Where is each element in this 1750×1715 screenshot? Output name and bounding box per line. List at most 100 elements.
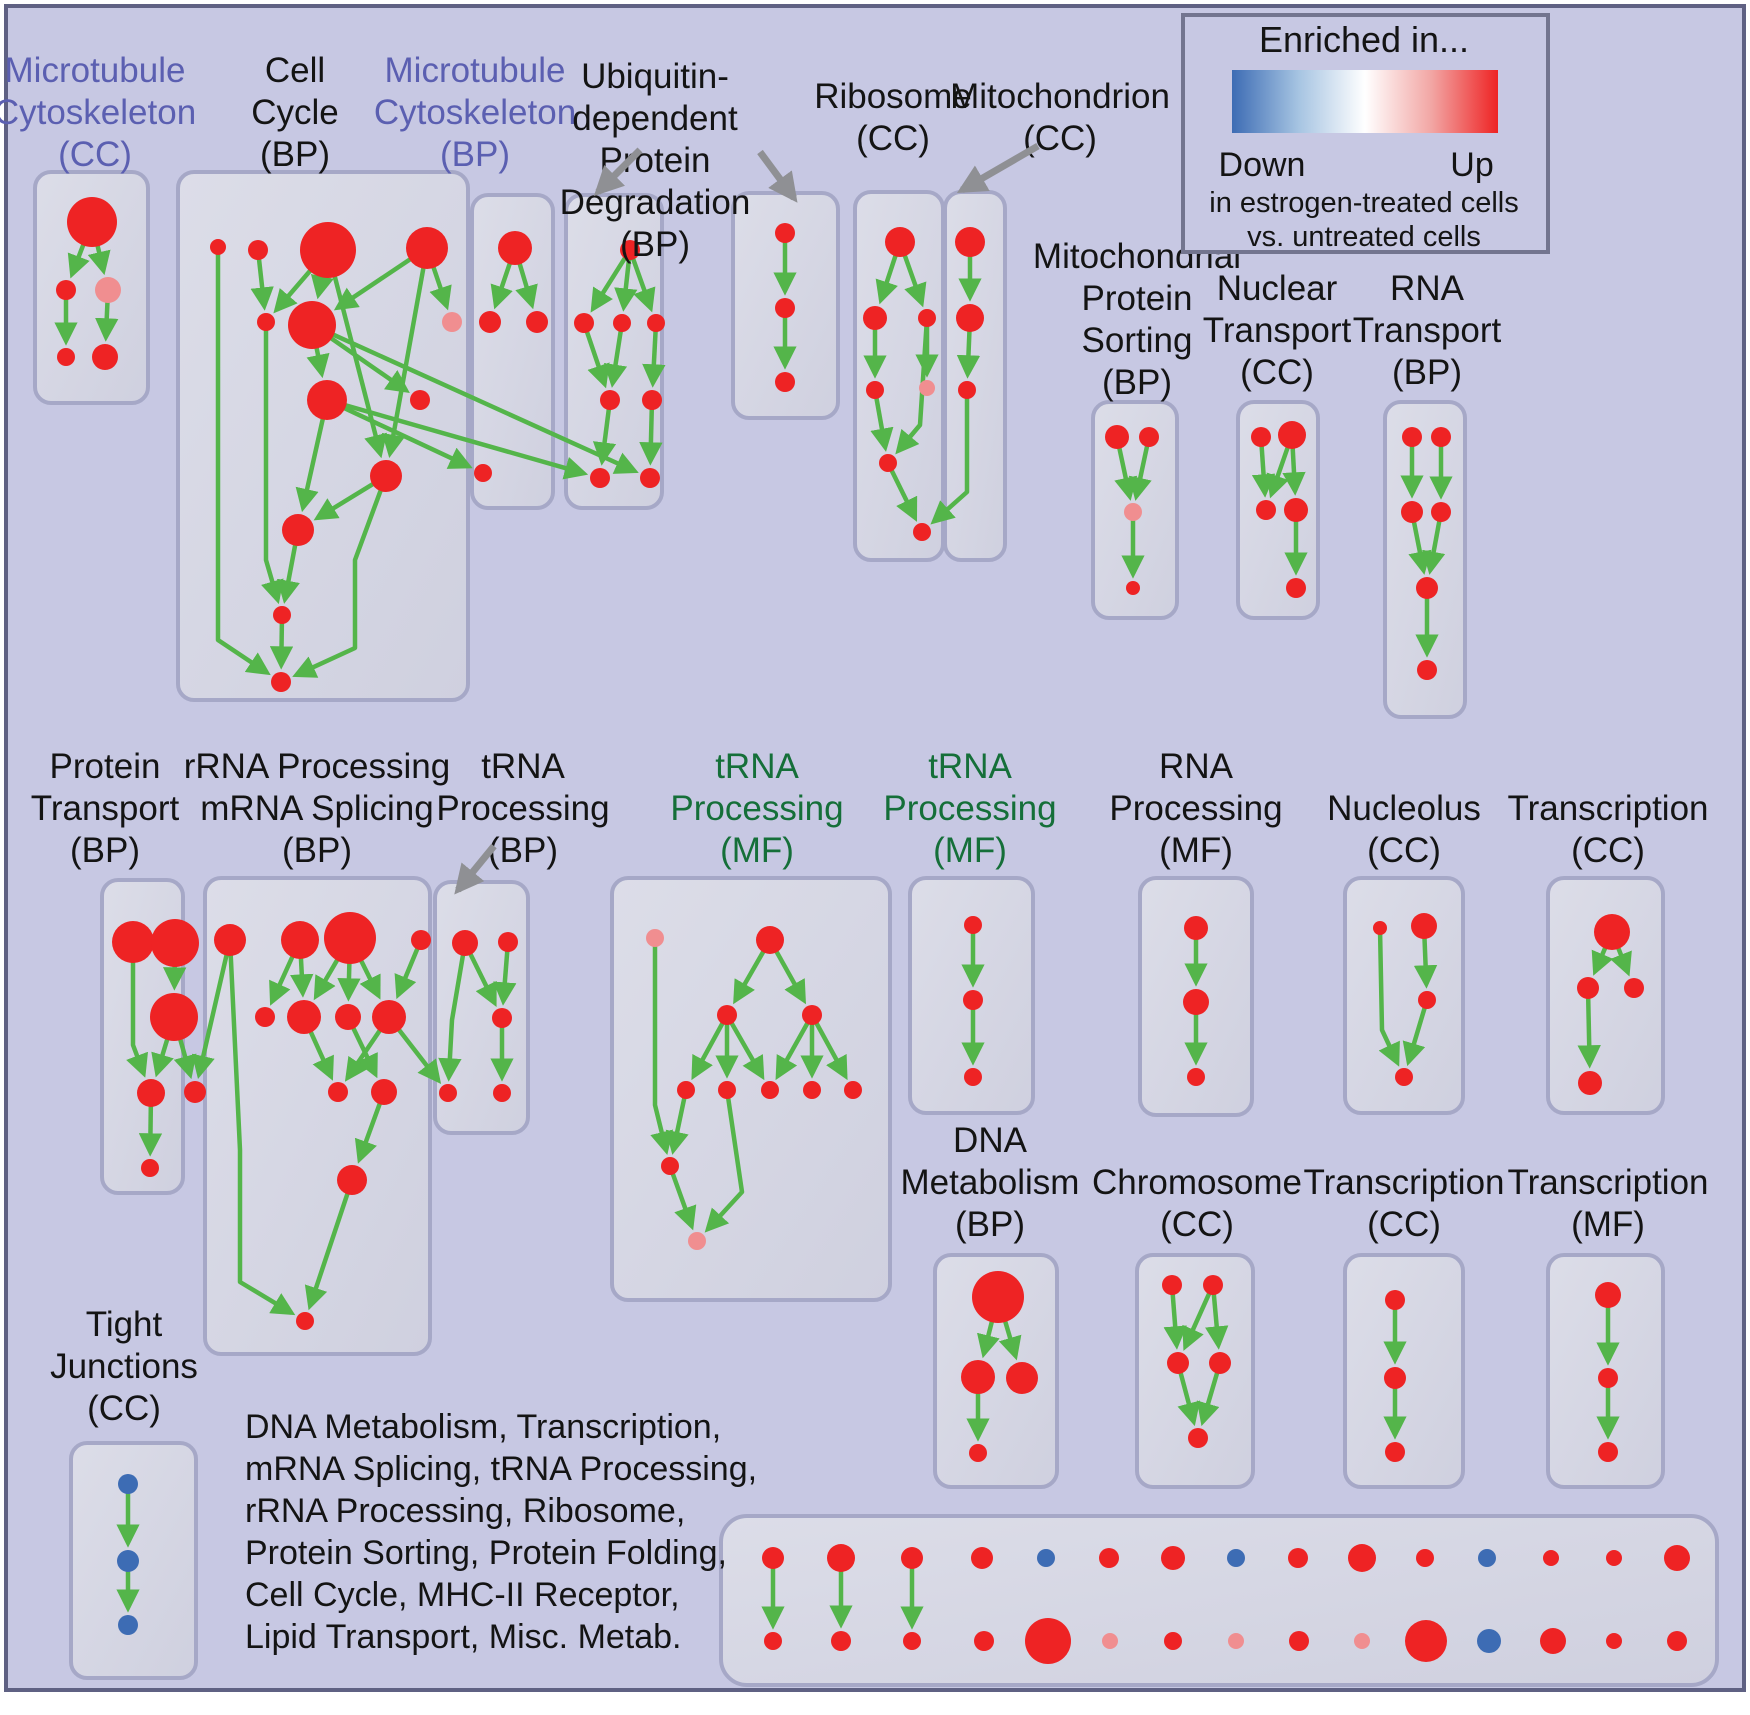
node-chr-0-red [1162, 1275, 1182, 1295]
cluster-label-nt-line0: Nuclear [1217, 269, 1338, 308]
node-mcc-3-red [57, 348, 75, 366]
note-text-line1: mRNA Splicing, tRNA Processing, [245, 1450, 757, 1488]
node-misc-20-pink [1102, 1633, 1118, 1649]
node-misc-3-red [971, 1547, 993, 1569]
pointer-arrow-to-trna-bp-box [454, 843, 497, 895]
edge-tmf1-8 [650, 943, 674, 1156]
node-rpmf-0-red [1184, 916, 1208, 940]
edge-cc-8 [322, 331, 410, 393]
node-rrna-3-red [411, 930, 431, 950]
node-mbp-0-red [498, 231, 532, 265]
node-pt-4-red [184, 1081, 206, 1103]
cluster-label-rpmf-line1: Processing [1109, 789, 1282, 828]
node-misc-19-red [1025, 1618, 1071, 1664]
cluster-label-mbp-line1: Cytoskeleton [374, 93, 576, 132]
cluster-label-chr-line1: (CC) [1160, 1205, 1234, 1244]
edge-rrna-11 [228, 949, 296, 1316]
node-cc-9-red [370, 460, 402, 492]
note-text-line3: Protein Sorting, Protein Folding, [245, 1534, 727, 1572]
node-ncl-1-red [1411, 913, 1437, 939]
cluster-label-dnam-line1: Metabolism [901, 1163, 1080, 1202]
cluster-label-cc-line1: Cycle [251, 93, 339, 132]
legend-subtitle-2: vs. untreated cells [1247, 221, 1481, 253]
node-mcc-1-red [56, 280, 76, 300]
node-misc-12-red [1543, 1550, 1559, 1566]
edge-mps-0 [1114, 443, 1138, 501]
edge-tmf1-0 [733, 946, 768, 1005]
legend-up-label: Up [1450, 146, 1493, 184]
node-tbp-0-red [452, 930, 478, 956]
node-tmf2-2-red [964, 1068, 982, 1086]
node-misc-16-red [831, 1631, 851, 1651]
node-rrna-8-red [328, 1082, 348, 1102]
node-mbp-1-red [479, 311, 501, 333]
node-tj-1-blue [117, 1550, 139, 1572]
cluster-label-mcc-line1: Cytoskeleton [0, 93, 196, 132]
node-rt-3-red [1431, 502, 1451, 522]
layer-edges [54, 235, 1632, 1630]
node-tbp-3-red [439, 1084, 457, 1102]
node-tmf1-1-red [756, 926, 784, 954]
cluster-box-dnam [933, 1253, 1059, 1489]
cross-edge-mito-to-ribosome [930, 395, 970, 525]
cluster-label-tmf2-line1: Processing [883, 789, 1056, 828]
cluster-label-tmf2-line0: tRNA [928, 747, 1012, 786]
node-cc-7-red [307, 380, 347, 420]
cluster-label-ncl-line0: Nucleolus [1327, 789, 1481, 828]
cluster-label-rt-line2: (BP) [1392, 353, 1462, 392]
node-misc-6-red [1161, 1546, 1185, 1570]
node-ub1-0-red [620, 240, 640, 260]
node-pt-0-red [112, 921, 154, 963]
edge-rrna-9 [354, 1098, 384, 1164]
node-rrna-4-red [255, 1007, 275, 1027]
cluster-label-tmf-line1: (MF) [1571, 1205, 1645, 1244]
edge-chr-1 [1182, 1289, 1213, 1351]
node-ub1-6-red [590, 468, 610, 488]
node-dnam-2-red [1006, 1362, 1038, 1394]
cluster-label-pt-line1: Transport [31, 789, 180, 828]
node-misc-24-pink [1354, 1633, 1370, 1649]
node-mito-2-red [958, 381, 976, 399]
node-rrna-0-red [214, 924, 246, 956]
node-misc-22-pink [1228, 1633, 1244, 1649]
node-misc-15-red [764, 1632, 782, 1650]
node-cc-6-pink [442, 312, 462, 332]
edge-tmf1-10 [669, 1170, 697, 1231]
node-misc-17-red [903, 1632, 921, 1650]
node-tj-2-blue [118, 1615, 138, 1635]
node-ncl-2-red [1418, 991, 1436, 1009]
cross-edge-cellcycle-to-ubiquitin-1 [337, 401, 589, 480]
node-misc-14-red [1664, 1545, 1690, 1571]
cluster-box-chr [1135, 1253, 1255, 1489]
node-rrna-9-red [371, 1079, 397, 1105]
edge-cc-4 [333, 253, 418, 311]
node-ub2-1-red [775, 298, 795, 318]
cluster-box-cc [176, 170, 470, 702]
legend-subtitle-1: in estrogen-treated cells [1209, 187, 1519, 219]
node-tcc2-0-red [1385, 1290, 1405, 1310]
cluster-label-tmf1-line2: (MF) [720, 831, 794, 870]
edge-tmf1-7 [812, 1019, 848, 1081]
edge-rrna-6 [306, 1025, 334, 1081]
cluster-label-tcc2-line1: (CC) [1367, 1205, 1441, 1244]
edge-rrna-7 [349, 1023, 378, 1079]
node-dnam-3-red [969, 1444, 987, 1462]
node-rrna-5-red [287, 1000, 321, 1034]
node-pt-5-red [141, 1159, 159, 1177]
cluster-box-ncl [1343, 876, 1465, 1115]
node-mps-2-pink [1124, 503, 1142, 521]
edge-rrna-10 [304, 1187, 352, 1311]
node-pt-1-red [151, 919, 199, 967]
node-tcc1-2-red [1624, 978, 1644, 998]
edge-cc-10 [313, 479, 379, 521]
legend-title: Enriched in... [1259, 19, 1469, 60]
node-tmf2-0-red [964, 916, 982, 934]
node-rrna-11-red [296, 1312, 314, 1330]
edge-rib-6 [888, 466, 918, 522]
node-cc-1-red [248, 240, 268, 260]
node-tmf1-7-red [803, 1081, 821, 1099]
cluster-label-tj-line1: Junctions [50, 1347, 198, 1386]
cluster-label-tmf-line0: Transcription [1508, 1163, 1709, 1202]
cluster-label-chr-line0: Chromosome [1092, 1163, 1302, 1202]
